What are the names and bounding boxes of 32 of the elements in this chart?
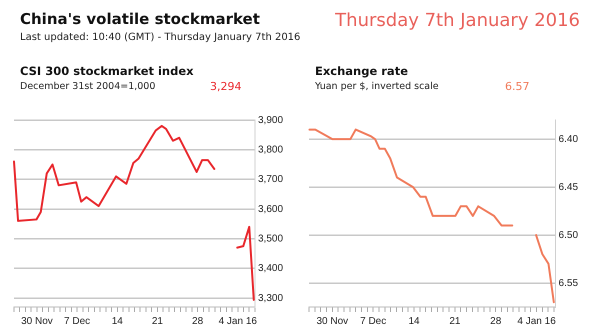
text: 3,294 xyxy=(210,80,242,93)
y-tick-label: 3,600 xyxy=(258,204,284,215)
x-tick-label: 30 Nov xyxy=(21,316,53,327)
y-tick-label: 6.45 xyxy=(558,182,578,193)
x-tick-label: 21 xyxy=(449,316,461,327)
y-tick-label: 6.50 xyxy=(558,230,578,241)
chart-subtitle: Yuan per $, inverted scale xyxy=(315,81,439,92)
x-tick-label: 21 xyxy=(152,316,164,327)
x-tick-label: 7 Dec xyxy=(64,316,90,327)
y-tick-label: 6.55 xyxy=(558,278,578,289)
x-tick-label: 14 xyxy=(408,316,420,327)
x-tick-label: 14 xyxy=(112,316,124,327)
y-tick-label: 6.40 xyxy=(558,134,578,145)
y-tick-label: 3,800 xyxy=(258,144,284,156)
y-tick-label: 3,500 xyxy=(258,233,284,244)
chart-title: Exchange rate xyxy=(315,64,408,78)
y-tick-label: 3,700 xyxy=(258,174,284,186)
text: Thursday 7th January 2016 xyxy=(335,10,580,31)
x-tick-label: 4 Jan 16 xyxy=(218,316,258,327)
text: Last updated: 10:40 (GMT) - Thursday January 7th 2016 xyxy=(20,32,300,43)
text: China's volatile stockmarket xyxy=(20,10,260,28)
x-tick-label: 4 Jan 16 xyxy=(517,316,556,327)
y-tick-label: 3,400 xyxy=(258,263,284,274)
chart-subtitle: December 31st 2004=1,000 xyxy=(20,81,156,92)
y-tick-label: 3,900 xyxy=(258,114,284,126)
y-tick-label: 3,300 xyxy=(258,292,284,304)
x-tick-label: 7 Dec xyxy=(360,316,386,327)
text: 6.57 xyxy=(505,80,530,93)
x-tick-label: 28 xyxy=(490,316,502,327)
chart-title: CSI 300 stockmarket index xyxy=(20,64,194,78)
x-tick-label: 28 xyxy=(192,316,204,327)
x-tick-label: 30 Nov xyxy=(316,316,348,327)
